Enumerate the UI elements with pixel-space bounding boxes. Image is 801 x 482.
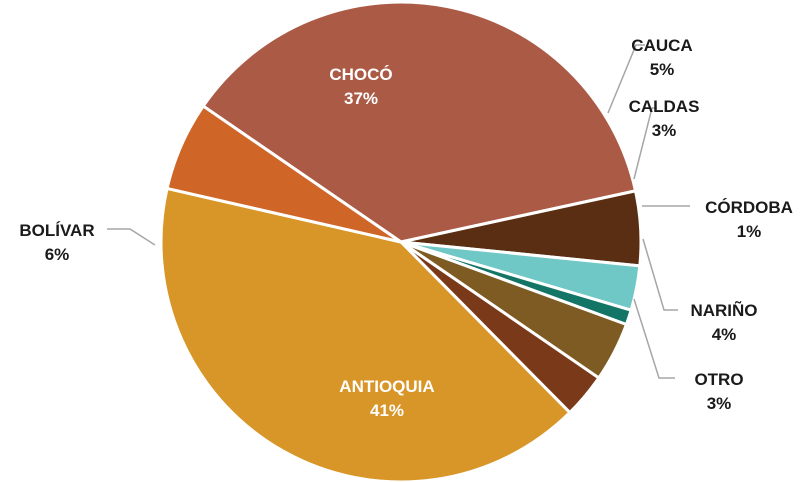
slice-percent-choco: 37% [344,89,378,108]
leader-line-cauca [607,44,645,114]
slice-category-antioquia: ANTIOQUIA [339,377,434,396]
leader-line-otro [633,298,675,379]
slice-category-narino: NARIÑO [690,300,757,320]
slice-label-bolivar: BOLÍVAR 6% [19,221,94,264]
slice-label-caldas: CALDAS 3% [629,97,700,140]
slice-label-antioquia: ANTIOQUIA 41% [339,377,434,420]
pie-slice-choco [201,0,637,244]
slice-percent-caldas: 3% [652,121,677,140]
slice-label-cauca: CAUCA 5% [631,36,692,79]
pie-slices [159,0,643,482]
slice-category-cordoba: CÓRDOBA [705,198,793,217]
leader-lines [107,44,690,379]
slice-percent-cordoba: 1% [737,222,762,241]
slice-label-narino: NARIÑO 4% [690,300,757,344]
slice-percent-antioquia: 41% [370,401,404,420]
leader-line-narino [642,238,678,311]
slice-percent-cauca: 5% [650,60,675,79]
slice-label-cordoba: CÓRDOBA 1% [705,198,793,241]
slice-category-choco: CHOCÓ [329,65,392,84]
slice-label-choco: CHOCÓ 37% [329,65,392,108]
slice-category-otro: OTRO [694,370,743,389]
slice-labels: CHOCÓ 37% CAUCA 5% CALDAS 3% CÓRDOBA 1% NARIÑO 4%… [19,36,793,420]
pie-slice-antioquia [159,186,572,482]
leader-line-bolivar [107,228,156,246]
pie-slice-bolivar [165,104,403,244]
slice-percent-bolivar: 6% [45,245,70,264]
slice-label-otro: OTRO 3% [694,370,743,413]
slice-category-bolivar: BOLÍVAR [19,221,94,240]
slice-percent-narino: 4% [712,325,737,344]
slice-percent-otro: 3% [707,394,732,413]
slice-category-cauca: CAUCA [631,36,692,55]
leader-line-caldas [633,107,657,180]
slice-category-caldas: CALDAS [629,97,700,116]
